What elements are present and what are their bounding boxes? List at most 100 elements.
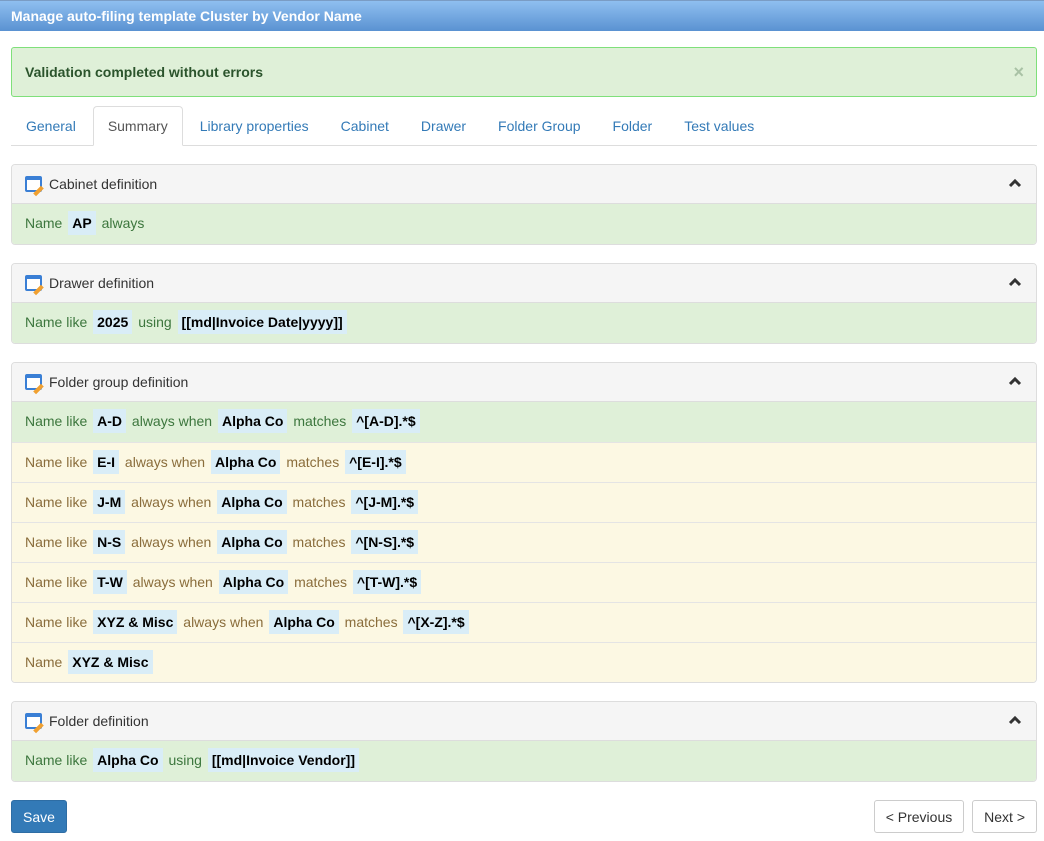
panel-body: Name like 2025 using [[md|Invoice Date|y… (12, 303, 1036, 343)
rule-text: using (168, 752, 202, 768)
rule-value: ^[A-D].*$ (352, 409, 420, 433)
rule-text: Name like (25, 413, 88, 429)
rule-text: Name like (25, 614, 88, 630)
chevron-up-icon[interactable] (1008, 713, 1022, 727)
tab-folder[interactable]: Folder (612, 118, 653, 134)
rule-value: E-I (93, 450, 120, 474)
panel-body: Name like A-D always when Alpha Co match… (12, 402, 1036, 682)
rule-text: always when (132, 574, 213, 590)
rule-value: N-S (93, 530, 126, 554)
rule-text: Name (25, 654, 63, 670)
rule-row: Name like A-D always when Alpha Co match… (12, 402, 1036, 442)
rule-value: ^[X-Z].*$ (403, 610, 469, 634)
rule-text: matches (294, 574, 347, 590)
edit-document-icon (25, 712, 44, 734)
panel-header[interactable]: Drawer definition (12, 264, 1036, 303)
rule-value: Alpha Co (210, 450, 281, 474)
rule-text: always (101, 215, 145, 231)
rule-text: Name like (25, 494, 88, 510)
panel-title: Drawer definition (49, 275, 155, 291)
rule-text: Name like (25, 314, 88, 330)
chevron-up-icon[interactable] (1008, 374, 1022, 388)
panel-title: Cabinet definition (49, 176, 158, 192)
rule-row: Name AP always (12, 204, 1036, 244)
rule-text: Name (25, 215, 63, 231)
rule-text: always when (131, 494, 212, 510)
tab-cabinet[interactable]: Cabinet (340, 118, 389, 134)
rule-value: T-W (93, 570, 127, 594)
rule-value: A-D (93, 409, 127, 433)
rule-value: 2025 (93, 310, 133, 334)
rule-text: always when (131, 534, 212, 550)
rule-value: Alpha Co (93, 748, 163, 772)
rule-value: XYZ & Misc (93, 610, 178, 634)
next-button[interactable]: Next > (972, 800, 1037, 833)
edit-document-icon (25, 274, 44, 296)
panel-header[interactable]: Folder definition (12, 702, 1036, 741)
rule-row: Name like Alpha Co using [[md|Invoice Ve… (12, 741, 1036, 781)
rule-text: Name like (25, 752, 88, 768)
close-icon[interactable]: × (1013, 62, 1024, 82)
folder-definition-panel: Folder definition Name like Alpha Co usi… (11, 701, 1037, 782)
panel-title: Folder definition (49, 713, 149, 729)
save-button[interactable]: Save (11, 800, 67, 833)
rule-row: Name like T-W always when Alpha Co match… (12, 562, 1036, 602)
rule-value: Alpha Co (269, 610, 339, 634)
tab-folder-group[interactable]: Folder Group (498, 118, 581, 134)
rule-value: ^[J-M].*$ (351, 490, 419, 514)
rule-value: Alpha Co (218, 570, 289, 594)
edit-document-icon (25, 175, 44, 197)
tab-bar: General Summary Library properties Cabinet D… (11, 106, 1037, 146)
rule-row: Name like 2025 using [[md|Invoice Date|y… (12, 303, 1036, 343)
rule-row: Name like J-M always when Alpha Co match… (12, 482, 1036, 522)
rule-text: matches (292, 534, 346, 550)
tab-summary[interactable]: Summary (92, 106, 183, 146)
rule-text: always when (124, 454, 206, 470)
cabinet-definition-panel: Cabinet definition Name AP always (11, 164, 1037, 245)
panel-body: Name AP always (12, 204, 1036, 244)
edit-document-icon (25, 373, 44, 395)
rule-value: Alpha Co (217, 490, 287, 514)
validation-alert: Validation completed without errors × (11, 47, 1037, 97)
rule-value: [[md|Invoice Vendor]] (207, 748, 359, 772)
chevron-up-icon[interactable] (1008, 275, 1022, 289)
rule-row: Name XYZ & Misc (12, 642, 1036, 682)
rule-row: Name like XYZ & Misc always when Alpha C… (12, 602, 1036, 642)
window-title: Manage auto-filing template Cluster by V… (0, 0, 1044, 31)
panel-header[interactable]: Folder group definition (12, 363, 1036, 402)
tab-drawer[interactable]: Drawer (420, 118, 467, 134)
rule-text: Name like (25, 534, 88, 550)
alert-message: Validation completed without errors (25, 64, 264, 80)
rule-text: matches (286, 454, 340, 470)
rule-value: [[md|Invoice Date|yyyy]] (177, 310, 347, 334)
rule-text: matches (293, 413, 347, 429)
rule-text: always when (183, 614, 264, 630)
rule-text: Name like (25, 574, 88, 590)
rule-value: ^[N-S].*$ (351, 530, 419, 554)
chevron-up-icon[interactable] (1008, 176, 1022, 190)
rule-value: J-M (93, 490, 126, 514)
panel-title: Folder group definition (49, 374, 189, 390)
rule-text: using (138, 314, 172, 330)
tab-test-values[interactable]: Test values (684, 118, 755, 134)
rule-text: Name like (25, 454, 88, 470)
rule-text: always when (131, 413, 213, 429)
rule-value: ^[T-W].*$ (352, 570, 422, 594)
panel-header[interactable]: Cabinet definition (12, 165, 1036, 204)
rule-value: XYZ & Misc (68, 650, 153, 674)
tab-library-properties[interactable]: Library properties (199, 118, 309, 134)
rule-text: matches (292, 494, 346, 510)
definition-panels: Cabinet definition Name AP always Drawer… (11, 164, 1037, 782)
folder-group-definition-panel: Folder group definition Name like A-D al… (11, 362, 1037, 683)
rule-value: AP (68, 211, 96, 235)
rule-row: Name like N-S always when Alpha Co match… (12, 522, 1036, 562)
rule-text: matches (344, 614, 398, 630)
panel-body: Name like Alpha Co using [[md|Invoice Ve… (12, 741, 1036, 781)
rule-value: Alpha Co (217, 409, 288, 433)
tab-general[interactable]: General (26, 118, 76, 134)
previous-button[interactable]: < Previous (873, 800, 965, 833)
rule-row: Name like E-I always when Alpha Co match… (12, 442, 1036, 482)
rule-value: Alpha Co (217, 530, 287, 554)
rule-value: ^[E-I].*$ (345, 450, 406, 474)
drawer-definition-panel: Drawer definition Name like 2025 using [… (11, 263, 1037, 344)
